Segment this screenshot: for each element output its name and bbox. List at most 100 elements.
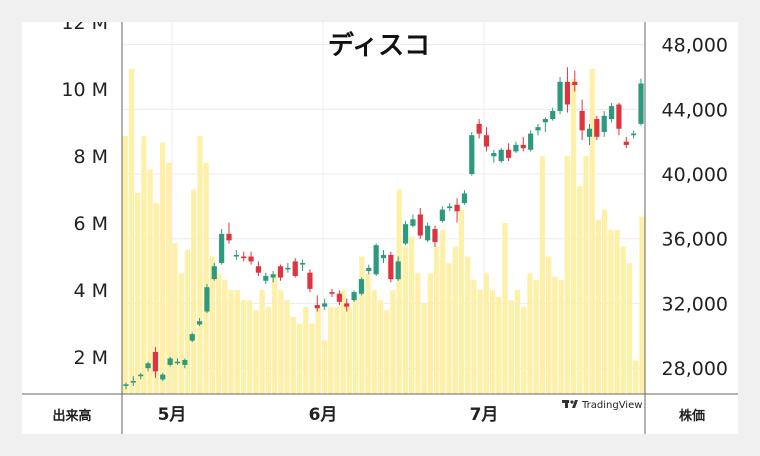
candle-body: [167, 358, 173, 365]
volume-bar: [639, 216, 645, 394]
candle-body: [491, 153, 497, 157]
candle-body: [601, 115, 607, 132]
volume-bar: [215, 273, 222, 394]
volume-bar: [315, 306, 321, 394]
price-candle: [351, 290, 357, 302]
volume-bar: [346, 306, 352, 394]
volume-tick-label: 4 M: [73, 280, 108, 302]
volume-bar: [533, 280, 539, 394]
price-candle: [219, 229, 225, 265]
volume-bar: [259, 290, 265, 394]
volume-bar: [502, 223, 508, 394]
volume-bar: [234, 290, 240, 394]
volume-bar: [614, 229, 620, 394]
volume-bars: [122, 68, 645, 395]
volume-bar: [564, 156, 570, 394]
volume-bar: [390, 290, 396, 394]
volume-bar: [135, 192, 141, 394]
volume-bar: [552, 276, 558, 394]
volume-bar: [159, 142, 166, 394]
price-tick-label: 40,000: [662, 164, 728, 186]
volume-bar: [583, 156, 589, 394]
volume-bar: [209, 256, 215, 394]
stock-chart-widget: 2 M 4 M 6 M 8 M 10 M 12 M 28,000 32,000 36,000 4…: [22, 12, 738, 434]
price-candle: [196, 317, 203, 327]
candle-body: [277, 266, 284, 278]
volume-bar: [122, 135, 128, 394]
month-tick-label: 5月: [158, 405, 187, 425]
price-candle: [314, 295, 320, 312]
candle-body: [314, 305, 320, 309]
volume-bar: [278, 290, 284, 394]
volume-bar: [284, 300, 290, 394]
price-axis-ticks: 28,000 32,000 36,000 40,000 44,000 48,000: [662, 35, 728, 380]
price-candle: [138, 372, 144, 380]
volume-tick-label: 8 M: [73, 146, 108, 168]
volume-bar: [608, 229, 614, 394]
candle-body: [299, 262, 306, 265]
volume-bar: [589, 68, 595, 394]
price-candle: [270, 271, 276, 283]
volume-axis-label: 出来高: [52, 408, 91, 424]
price-candle: [211, 262, 217, 281]
price-candle: [498, 148, 504, 163]
volume-bar: [359, 256, 365, 394]
volume-bar: [421, 303, 427, 394]
volume-bar: [334, 306, 340, 394]
price-candle: [410, 214, 416, 228]
candle-body: [336, 293, 342, 302]
volume-bar: [272, 273, 278, 394]
price-candle: [402, 220, 409, 246]
price-candle: [233, 250, 239, 260]
candle-body: [498, 149, 504, 162]
volume-bar: [514, 290, 521, 394]
volume-bar: [620, 246, 626, 394]
volume-bar: [352, 300, 359, 394]
price-candle: [542, 117, 548, 132]
price-candle: [189, 332, 195, 343]
volume-bar: [633, 360, 639, 394]
candle-body: [138, 374, 144, 377]
price-candle: [513, 141, 519, 154]
candle-body: [270, 274, 276, 278]
price-candle: [277, 264, 284, 281]
price-candle: [528, 130, 534, 152]
candle-body: [174, 361, 181, 364]
price-candle: [145, 361, 151, 372]
candle-body: [528, 133, 534, 150]
volume-bar: [147, 169, 153, 394]
price-candle: [182, 358, 188, 369]
price-candle: [469, 131, 475, 176]
volume-bar: [577, 186, 583, 394]
candle-body: [255, 266, 262, 273]
volume-bar: [240, 300, 247, 394]
candle-body: [130, 381, 136, 383]
candle-body: [520, 144, 526, 149]
candle-body: [586, 128, 593, 137]
candle-body: [211, 266, 217, 280]
month-tick-label: 7月: [470, 405, 499, 425]
price-candle: [439, 206, 445, 223]
candle-body: [395, 261, 401, 280]
candle-body: [476, 123, 482, 134]
price-candle: [638, 78, 644, 126]
volume-bar: [433, 246, 440, 394]
candle-body: [572, 81, 578, 86]
volume-bar: [458, 209, 465, 394]
volume-bar: [496, 296, 502, 394]
price-candle: [564, 67, 571, 113]
price-tick-label: 32,000: [662, 293, 728, 315]
candle-body: [285, 267, 291, 270]
price-candle: [520, 136, 526, 152]
tradingview-wordmark: TradingView: [581, 400, 642, 411]
price-candle: [336, 290, 342, 306]
volume-bar: [452, 246, 458, 394]
candle-body: [513, 144, 519, 152]
price-candle: [248, 251, 254, 265]
price-candle: [388, 251, 394, 283]
candle-body: [248, 256, 254, 262]
volume-bar: [489, 290, 496, 394]
volume-bar: [427, 273, 433, 394]
volume-axis-ticks: 2 M 4 M 6 M 8 M 10 M 12 M: [61, 12, 108, 369]
volume-bar: [191, 189, 197, 394]
